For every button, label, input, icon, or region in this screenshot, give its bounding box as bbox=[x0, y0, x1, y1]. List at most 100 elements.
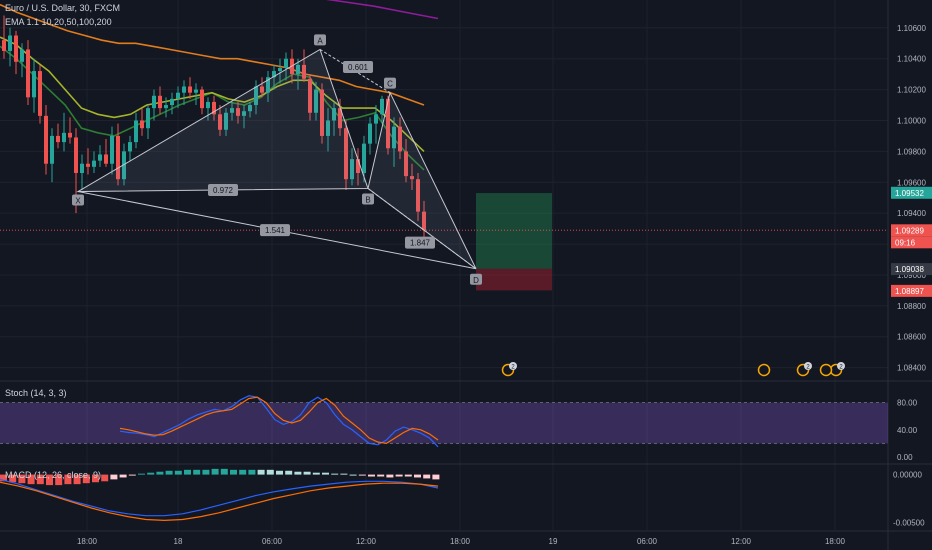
price-tick-label: 1.10200 bbox=[897, 86, 926, 95]
pattern-point-badge bbox=[384, 77, 396, 89]
candle-bull bbox=[230, 108, 234, 113]
candle-bull bbox=[272, 71, 276, 78]
stoch-tick-label: 40.00 bbox=[897, 426, 918, 435]
candle-bear bbox=[158, 95, 162, 109]
macd-histogram-bar bbox=[239, 469, 247, 475]
candle-bull bbox=[362, 143, 366, 174]
price-tag-label: 1.09289 bbox=[895, 226, 924, 235]
price-tick-label: 1.08600 bbox=[897, 333, 926, 342]
macd-indicator-label: MACD (12, 26, close, 9) bbox=[5, 470, 102, 480]
macd-histogram-bar bbox=[64, 474, 72, 485]
candle-bear bbox=[308, 78, 312, 113]
candle-bear bbox=[26, 49, 30, 98]
macd-histogram-bar bbox=[386, 474, 394, 478]
candle-bear bbox=[38, 71, 42, 116]
macd-histogram-bar bbox=[404, 474, 412, 477]
macd-histogram-bar bbox=[27, 474, 35, 485]
ratio-label: 0.601 bbox=[348, 63, 369, 72]
candle-bull bbox=[278, 67, 282, 72]
candle-bull bbox=[62, 132, 66, 143]
candle-bear bbox=[56, 135, 60, 143]
candle-bull bbox=[266, 77, 270, 93]
price-tick-label: 1.08400 bbox=[897, 364, 926, 373]
symbol-title: Euro / U.S. Dollar, 30, FXCM bbox=[5, 3, 121, 13]
macd-histogram-bar bbox=[147, 472, 155, 475]
price-tag-bg bbox=[891, 284, 932, 297]
macd-histogram-bar bbox=[184, 469, 191, 475]
candle-bear bbox=[410, 176, 414, 180]
price-tag-label: 09:16 bbox=[895, 238, 916, 247]
macd-histogram-bar bbox=[119, 474, 127, 478]
macd-histogram-bar bbox=[156, 471, 164, 475]
macd-histogram-bar bbox=[138, 473, 145, 475]
macd-histogram-bar bbox=[303, 471, 311, 475]
price-tick-label: 1.10000 bbox=[897, 116, 926, 125]
candle-bull bbox=[134, 120, 138, 143]
stoch-band bbox=[0, 402, 888, 444]
stoch-tick-label: 80.00 bbox=[897, 399, 918, 408]
candle-bull bbox=[224, 112, 228, 130]
macd-tick-label: -0.00500 bbox=[893, 518, 925, 527]
price-tag-bg bbox=[891, 186, 932, 199]
price-tick-label: 1.09600 bbox=[897, 178, 926, 187]
candle-bull bbox=[170, 98, 174, 106]
time-tick-label: 18:00 bbox=[450, 537, 471, 546]
price-tag-bg bbox=[891, 263, 932, 276]
candle-bull bbox=[326, 120, 330, 136]
stop-loss-zone bbox=[476, 268, 552, 291]
pattern-line-bd bbox=[367, 188, 477, 270]
candle-bear bbox=[200, 89, 204, 109]
price-tick-label: 1.10600 bbox=[897, 24, 926, 33]
ratio-label: 1.847 bbox=[410, 239, 431, 248]
price-tag-bg bbox=[891, 224, 932, 237]
macd-histogram-bar bbox=[285, 470, 293, 475]
candle-bull bbox=[122, 151, 126, 180]
macd-histogram-bar bbox=[395, 474, 403, 477]
pattern-point-d: D bbox=[473, 276, 479, 285]
stoch-line-1 bbox=[119, 396, 439, 445]
candle-bull bbox=[80, 163, 84, 174]
candle-bull bbox=[284, 58, 288, 68]
pattern-point-c: C bbox=[387, 80, 393, 89]
candle-bull bbox=[242, 111, 246, 116]
macd-histogram-bar bbox=[276, 470, 283, 475]
candle-bull bbox=[380, 98, 384, 115]
macd-histogram-bar bbox=[312, 472, 320, 475]
candle-bull bbox=[128, 142, 132, 152]
stoch-indicator-label: Stoch (14, 3, 3) bbox=[5, 388, 67, 398]
macd-histogram-bar bbox=[9, 474, 17, 483]
pattern-point-x: X bbox=[75, 197, 81, 206]
ratio-badge bbox=[405, 236, 435, 249]
macd-histogram-bar bbox=[193, 469, 201, 475]
price-tick-label: 1.10400 bbox=[897, 55, 926, 64]
event-count-badge bbox=[804, 362, 812, 370]
candle-bull bbox=[248, 105, 252, 112]
macd-histogram-bar bbox=[423, 474, 431, 479]
candle-bull bbox=[206, 101, 210, 109]
candle-bull bbox=[374, 114, 378, 124]
candle-bull bbox=[152, 95, 156, 109]
candle-bear bbox=[2, 40, 6, 51]
event-count-badge bbox=[837, 362, 845, 370]
candle-bear bbox=[338, 108, 342, 129]
candle-bull bbox=[110, 135, 114, 164]
candle-bear bbox=[260, 86, 264, 93]
candle-bull bbox=[368, 123, 372, 144]
macd-histogram-bar bbox=[340, 473, 348, 475]
candle-bear bbox=[236, 108, 240, 116]
macd-histogram-bar bbox=[18, 474, 26, 484]
pattern-point-a: A bbox=[317, 36, 323, 45]
candle-bull bbox=[92, 160, 96, 167]
macd-histogram-bar bbox=[211, 468, 219, 475]
candle-bear bbox=[44, 115, 48, 164]
event-count: 2 bbox=[839, 365, 843, 371]
macd-histogram-bar bbox=[174, 470, 182, 475]
candle-bull bbox=[50, 135, 54, 164]
price-tick-label: 1.09000 bbox=[897, 271, 926, 280]
candle-bear bbox=[398, 126, 402, 152]
macd-line-1 bbox=[0, 481, 439, 522]
profit-zone bbox=[476, 193, 552, 269]
macd-histogram-bar bbox=[432, 474, 440, 480]
candle-bear bbox=[422, 211, 426, 231]
